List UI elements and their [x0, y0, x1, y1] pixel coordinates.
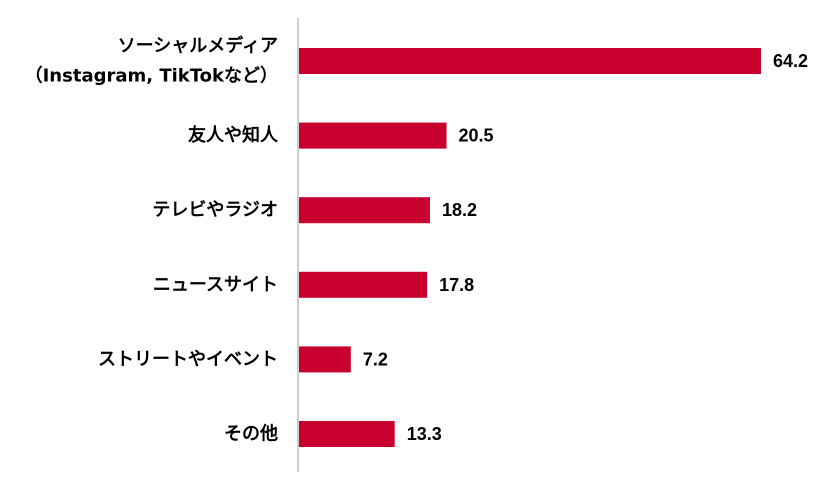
- category-label-4: ストリートやイベント: [98, 349, 278, 370]
- category-label-1: 友人や知人: [188, 124, 279, 146]
- bars-group: [299, 48, 761, 447]
- category-label-2: テレビやラジオ: [152, 200, 278, 221]
- category-label-0-line-1: （Instagram, TikTokなど）: [25, 66, 278, 87]
- value-label-4: 7.2: [363, 349, 388, 369]
- bar-0: [299, 48, 761, 74]
- value-labels-group: 64.2 20.5 18.2 17.8 7.2 13.3: [363, 51, 808, 444]
- value-label-1: 20.5: [459, 126, 494, 146]
- bar-4: [299, 346, 351, 373]
- value-label-3: 17.8: [439, 275, 474, 295]
- bar-3: [299, 271, 428, 298]
- category-label-5: その他: [224, 423, 278, 445]
- bar-2: [299, 197, 430, 224]
- category-label-0-line-0: ソーシャルメディア: [118, 35, 278, 57]
- bar-5: [299, 421, 395, 447]
- value-label-2: 18.2: [442, 200, 477, 220]
- value-label-5: 13.3: [407, 424, 442, 444]
- value-label-0: 64.2: [773, 51, 808, 71]
- bar-1: [299, 122, 447, 149]
- category-label-3: ニュースサイト: [153, 274, 278, 295]
- category-labels-group: ソーシャルメディア （Instagram, TikTokなど） 友人や知人テレビやラ…: [25, 35, 279, 445]
